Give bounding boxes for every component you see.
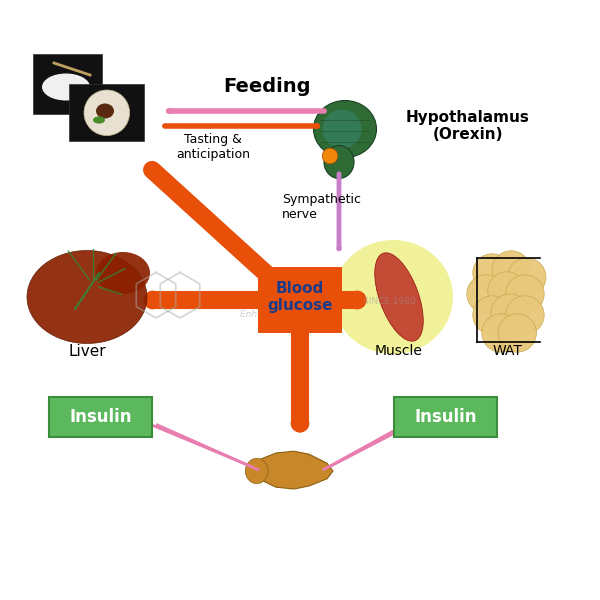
Ellipse shape bbox=[96, 252, 150, 294]
Ellipse shape bbox=[314, 100, 377, 157]
Text: Enhancing Knowledge...: Enhancing Knowledge... bbox=[240, 310, 348, 319]
Circle shape bbox=[506, 275, 544, 313]
FancyBboxPatch shape bbox=[33, 54, 102, 114]
Circle shape bbox=[498, 314, 536, 352]
Ellipse shape bbox=[323, 109, 361, 148]
Ellipse shape bbox=[27, 251, 147, 343]
Circle shape bbox=[322, 148, 338, 164]
FancyBboxPatch shape bbox=[258, 267, 342, 333]
Circle shape bbox=[506, 296, 544, 334]
FancyBboxPatch shape bbox=[49, 397, 152, 437]
Ellipse shape bbox=[375, 253, 423, 341]
Circle shape bbox=[473, 296, 511, 334]
Text: WAT: WAT bbox=[492, 344, 522, 358]
Text: SINCE 1980: SINCE 1980 bbox=[363, 296, 416, 305]
FancyBboxPatch shape bbox=[394, 397, 497, 437]
Text: Liver: Liver bbox=[68, 343, 106, 358]
Text: Muscle: Muscle bbox=[375, 344, 423, 358]
Circle shape bbox=[491, 294, 529, 332]
Circle shape bbox=[508, 258, 546, 296]
Ellipse shape bbox=[324, 145, 354, 179]
Text: Tasting &
anticipation: Tasting & anticipation bbox=[176, 133, 250, 161]
Text: Feeding: Feeding bbox=[223, 77, 311, 97]
Text: Blood
glucose: Blood glucose bbox=[267, 281, 333, 313]
Text: Insulin: Insulin bbox=[415, 408, 477, 426]
Circle shape bbox=[492, 251, 530, 289]
Text: Hypothalamus
(Orexin): Hypothalamus (Orexin) bbox=[406, 110, 530, 142]
FancyBboxPatch shape bbox=[69, 84, 144, 141]
Text: Sympathetic
nerve: Sympathetic nerve bbox=[282, 193, 361, 221]
Circle shape bbox=[84, 90, 130, 136]
Ellipse shape bbox=[96, 103, 114, 119]
Ellipse shape bbox=[333, 240, 453, 354]
Text: JLab: JLab bbox=[263, 280, 331, 308]
Ellipse shape bbox=[93, 116, 105, 124]
Circle shape bbox=[467, 275, 505, 313]
Text: Insulin: Insulin bbox=[70, 408, 132, 426]
Ellipse shape bbox=[42, 73, 90, 100]
Ellipse shape bbox=[245, 458, 268, 484]
Circle shape bbox=[473, 254, 511, 292]
Circle shape bbox=[482, 314, 520, 352]
Polygon shape bbox=[249, 451, 333, 489]
Circle shape bbox=[488, 272, 526, 310]
